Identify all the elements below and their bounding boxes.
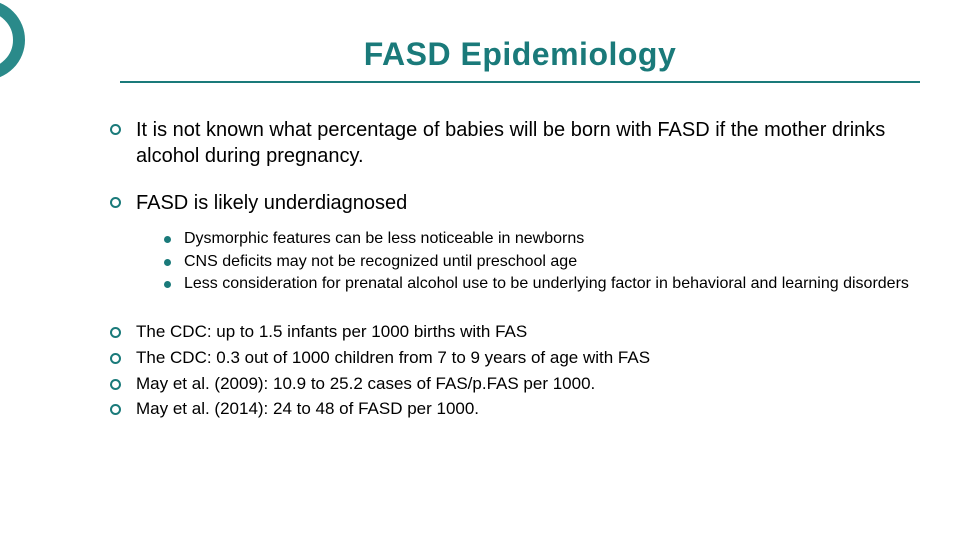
slide-body: It is not known what percentage of babie… [108, 118, 920, 424]
bullet-text: It is not known what percentage of babie… [136, 119, 885, 167]
bullet-text: The CDC: 0.3 out of 1000 children from 7… [136, 348, 650, 367]
bullet-item: The CDC: 0.3 out of 1000 children from 7… [108, 347, 920, 369]
bullet-text: The CDC: up to 1.5 infants per 1000 birt… [136, 322, 527, 341]
title-underline [120, 81, 920, 83]
sub-bullet-list: Dysmorphic features can be less noticeab… [136, 229, 920, 295]
bullet-item: The CDC: up to 1.5 infants per 1000 birt… [108, 321, 920, 343]
slide: FASD Epidemiology It is not known what p… [0, 0, 960, 540]
bullet-item: FASD is likely underdiagnosed Dysmorphic… [108, 191, 920, 295]
bullet-list: It is not known what percentage of babie… [108, 118, 920, 420]
bullet-text: May et al. (2009): 10.9 to 25.2 cases of… [136, 374, 595, 393]
bullet-text: FASD is likely underdiagnosed [136, 192, 407, 214]
bullet-item: May et al. (2009): 10.9 to 25.2 cases of… [108, 373, 920, 395]
sub-bullet-text: Dysmorphic features can be less noticeab… [184, 230, 584, 247]
bullet-item: It is not known what percentage of babie… [108, 118, 920, 169]
sub-bullet-item: Less consideration for prenatal alcohol … [162, 274, 920, 295]
sub-bullet-item: CNS deficits may not be recognized until… [162, 252, 920, 273]
slide-title: FASD Epidemiology [120, 36, 920, 73]
bullet-text: May et al. (2014): 24 to 48 of FASD per … [136, 399, 479, 418]
bullet-item: May et al. (2014): 24 to 48 of FASD per … [108, 398, 920, 420]
sub-bullet-text: CNS deficits may not be recognized until… [184, 253, 577, 270]
title-block: FASD Epidemiology [120, 36, 920, 83]
sub-bullet-item: Dysmorphic features can be less noticeab… [162, 229, 920, 250]
sub-bullet-text: Less consideration for prenatal alcohol … [184, 275, 909, 292]
